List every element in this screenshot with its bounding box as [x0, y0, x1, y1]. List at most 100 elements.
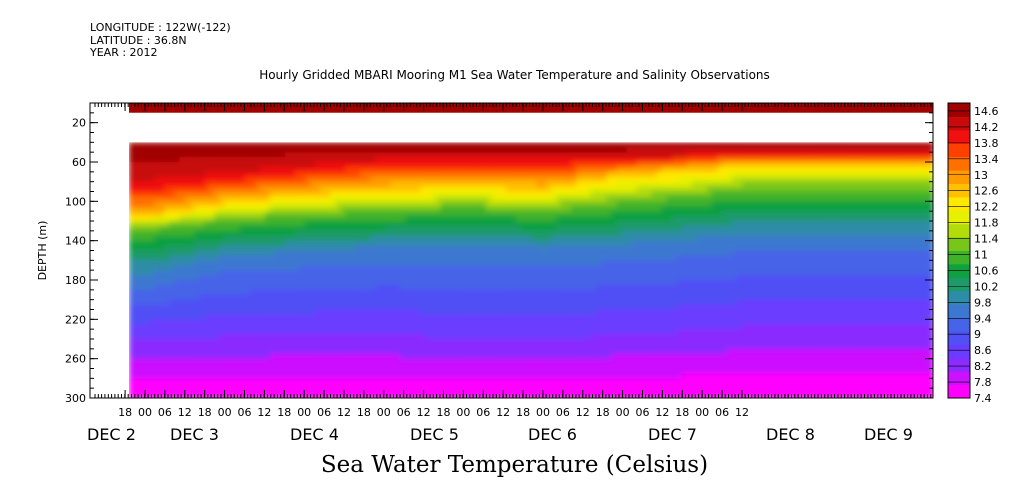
heatmap-cell	[490, 245, 497, 252]
heatmap-cell	[254, 304, 261, 311]
heatmap-cell	[340, 166, 347, 173]
heatmap-cell	[415, 275, 422, 281]
heatmap-cell	[435, 358, 442, 365]
heatmap-cell	[566, 270, 573, 277]
heatmap-cell	[445, 265, 452, 272]
heatmap-cell	[425, 186, 432, 193]
heatmap-cell	[144, 275, 151, 281]
heatmap-cell	[325, 368, 331, 375]
heatmap-cell	[209, 299, 216, 306]
heatmap-cell	[420, 299, 427, 306]
heatmap-cell	[430, 162, 437, 168]
heatmap-cell	[505, 196, 512, 203]
heatmap-cell	[314, 289, 321, 296]
heatmap-cell	[249, 334, 256, 340]
heatmap-cell	[510, 191, 517, 198]
heatmap-cell	[134, 304, 140, 311]
heatmap-cell	[264, 152, 271, 159]
heatmap-cell	[390, 270, 397, 277]
heatmap-cell	[541, 353, 547, 360]
heatmap-cell	[531, 250, 537, 257]
heatmap-cell	[330, 176, 336, 183]
heatmap-cell	[551, 191, 558, 198]
heatmap-cell	[606, 319, 613, 326]
heatmap-cell	[284, 289, 291, 296]
heatmap-cell	[415, 294, 422, 301]
heatmap-cell	[380, 378, 387, 385]
heatmap-cell	[591, 162, 598, 168]
heatmap-cell	[601, 235, 608, 242]
heatmap-cell	[601, 383, 608, 390]
heatmap-cell	[284, 235, 291, 242]
heatmap-cell	[490, 324, 497, 331]
heatmap-cell	[234, 221, 241, 227]
heatmap-cell	[551, 260, 558, 267]
heatmap-cell	[380, 162, 387, 168]
heatmap-cell	[309, 363, 316, 370]
heatmap-cell	[370, 186, 377, 193]
heatmap-cell	[304, 324, 311, 331]
heatmap-cell	[360, 142, 367, 149]
heatmap-cell	[596, 358, 603, 365]
heatmap-cell	[269, 358, 276, 365]
heatmap-cell	[274, 348, 281, 355]
heatmap-cell	[400, 147, 407, 154]
heatmap-cell	[470, 383, 477, 390]
heatmap-cell	[576, 299, 583, 306]
heatmap-cell	[234, 260, 241, 267]
heatmap-cell	[390, 157, 397, 163]
heatmap-cell	[480, 363, 487, 370]
heatmap-cell	[360, 201, 367, 208]
heatmap-cell	[566, 235, 573, 242]
heatmap-cell	[370, 363, 377, 370]
heatmap-cell	[531, 383, 537, 390]
heatmap-cell	[485, 348, 492, 355]
heatmap-cell	[500, 186, 507, 193]
heatmap-cell	[229, 186, 236, 193]
heatmap-cell	[129, 157, 135, 163]
heatmap-cell	[470, 334, 477, 340]
heatmap-cell	[470, 162, 477, 168]
heatmap-cell	[279, 294, 286, 301]
heatmap-cell	[169, 280, 176, 286]
heatmap-cell	[299, 270, 306, 277]
heatmap-cell	[254, 211, 261, 218]
heatmap-cell	[400, 329, 407, 336]
heatmap-cell	[139, 324, 146, 331]
heatmap-cell	[259, 348, 266, 355]
heatmap-cell	[219, 393, 226, 398]
heatmap-cell	[571, 309, 578, 316]
heatmap-cell	[480, 329, 487, 336]
heatmap-cell	[375, 201, 382, 208]
heatmap-cell	[209, 196, 216, 203]
heatmap-cell	[601, 353, 608, 360]
heatmap-cell	[385, 235, 392, 242]
heatmap-cell	[556, 235, 563, 242]
heatmap-cell	[556, 363, 563, 370]
heatmap-cell	[445, 206, 452, 213]
heatmap-cell	[244, 363, 251, 370]
heatmap-cell	[425, 275, 432, 281]
heatmap-cell	[556, 294, 563, 301]
heatmap-cell	[576, 329, 583, 336]
heatmap-cell	[279, 181, 286, 188]
heatmap-cell	[490, 334, 497, 340]
heatmap-cell	[335, 260, 341, 267]
heatmap-cell	[510, 157, 517, 163]
heatmap-cell	[174, 147, 181, 154]
heatmap-cell	[405, 196, 412, 203]
heatmap-cell	[360, 275, 367, 281]
heatmap-cell	[335, 280, 341, 286]
heatmap-cell	[234, 289, 241, 296]
heatmap-cell	[289, 289, 296, 296]
heatmap-cell	[299, 353, 306, 360]
heatmap-cell	[526, 196, 532, 203]
heatmap-cell	[435, 176, 442, 183]
heatmap-cell	[204, 304, 211, 311]
heatmap-cell	[325, 230, 331, 237]
heatmap-cell	[455, 147, 462, 154]
heatmap-cell	[546, 383, 553, 390]
heatmap-cell	[239, 162, 246, 168]
heatmap-cell	[189, 280, 196, 286]
heatmap-cell	[350, 304, 357, 311]
